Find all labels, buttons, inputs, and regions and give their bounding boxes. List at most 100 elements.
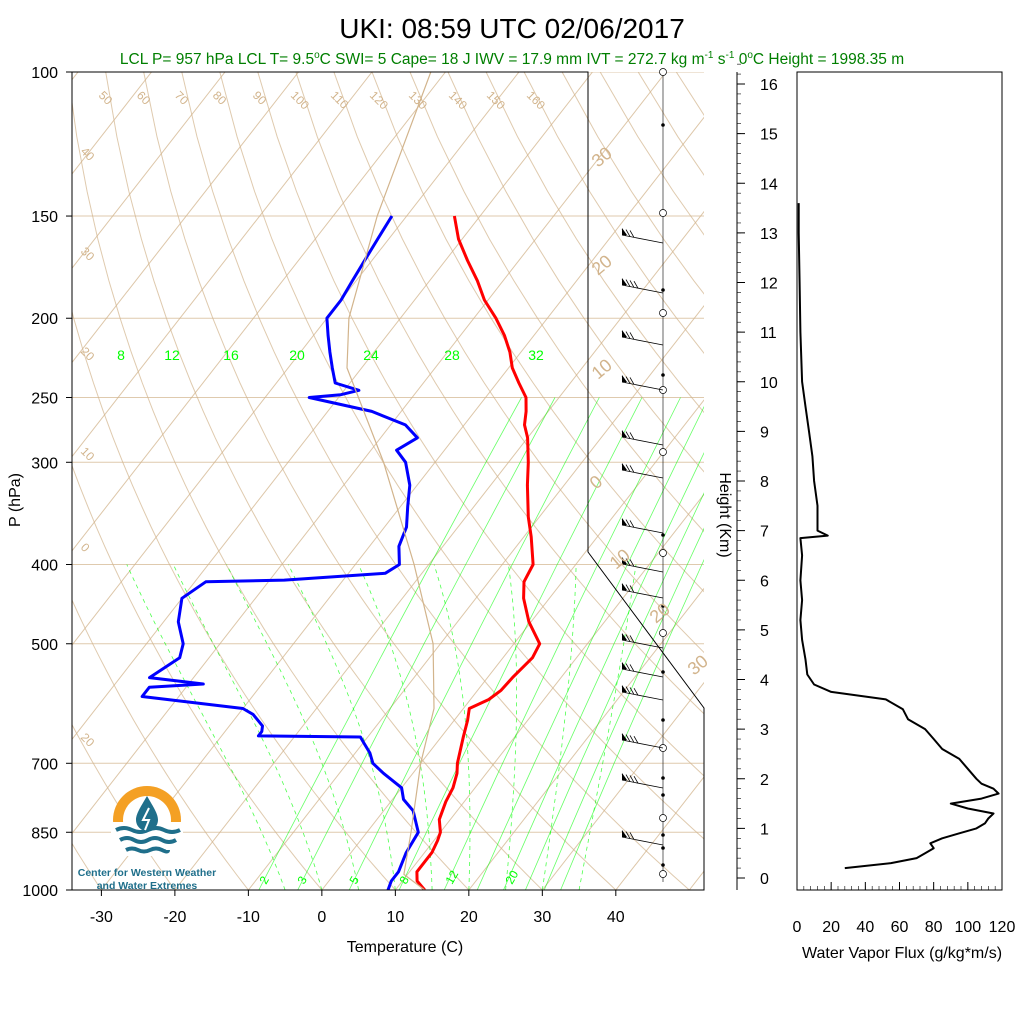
wind-barb-feather	[633, 776, 639, 784]
dry-adiabat-label: 130	[406, 88, 430, 112]
height-tick-label: 2	[760, 772, 769, 789]
y-tick-label: 850	[31, 825, 58, 842]
wind-barb-shaft	[621, 336, 664, 346]
isotherm-line	[247, 305, 704, 890]
wind-barb-feather	[629, 332, 635, 340]
wind-barb-feather	[621, 773, 627, 781]
wind-level-circle	[659, 209, 667, 217]
stats-line: LCL P= 957 hPa LCL T= 9.5oC SWI= 5 Cape=…	[120, 50, 904, 68]
wind-barb-feather	[621, 733, 627, 741]
moist-adiabat-line	[226, 564, 359, 890]
dry-adiabat-line	[72, 464, 323, 890]
wind-barb-feather	[633, 688, 639, 696]
isotherm-line	[763, 72, 1024, 890]
mixing-ratio-line	[503, 452, 704, 890]
wind-barb-flag	[622, 430, 627, 437]
x-tick-label: 40	[607, 909, 625, 926]
wind-barb-feather	[621, 662, 627, 670]
moist-adiabat-line	[578, 564, 637, 890]
y-tick-label: 100	[31, 65, 58, 82]
dry-adiabat-label: 90	[250, 88, 270, 108]
isotherm-line	[174, 210, 704, 890]
y-tick-label: 250	[31, 391, 58, 408]
wind-barb-feather	[629, 775, 635, 783]
wind-barb-feather	[621, 830, 627, 838]
skew-t-clip	[72, 72, 1024, 890]
isotherm-line	[72, 72, 373, 458]
isotherm-line	[72, 72, 446, 552]
wind-barb-flag	[622, 518, 627, 525]
wind-barb-feather	[629, 465, 635, 473]
cw3e-logo: Center for Western Weather and Water Ext…	[78, 786, 216, 892]
x-axis-label: Temperature (C)	[347, 939, 463, 956]
wind-barb-shaft	[621, 779, 664, 789]
wind-barb-feather	[621, 557, 627, 565]
y-tick-label: 1000	[22, 883, 58, 900]
wind-barb-flag	[622, 557, 627, 564]
wind-barb-feather	[625, 831, 631, 839]
x-tick-label: 10	[386, 909, 404, 926]
x-tick-label: -10	[237, 909, 260, 926]
wind-barb-feather	[625, 584, 631, 592]
isotherm-line	[72, 72, 667, 835]
wind-barb-feather	[629, 432, 635, 440]
wind-barb-feather	[629, 280, 635, 288]
x-tick-label: 20	[460, 909, 478, 926]
height-tick-label: 8	[760, 474, 769, 491]
mixing-ratio-line	[543, 527, 704, 890]
isotherm-line	[468, 587, 704, 890]
wind-barb-flag	[622, 830, 627, 837]
dry-adiabat-line	[485, 72, 704, 414]
flux-x-tick-label: 100	[954, 919, 981, 936]
wind-barb-shaft	[621, 589, 664, 599]
wind-level-circle	[659, 629, 667, 637]
dry-adiabat-left-label: 10	[78, 444, 98, 464]
wind-barb-flag	[622, 685, 627, 692]
wind-barb-shaft	[621, 563, 664, 573]
height-tick-label: 13	[760, 226, 778, 243]
wind-level-dot	[661, 718, 665, 722]
stat-zero-height: C Height = 1998.35 m	[753, 51, 904, 68]
wind-barb-feather	[629, 520, 635, 528]
mixing-ratio-top-label: 20	[289, 347, 305, 363]
mixing-ratio-bottom-label: 2	[256, 873, 272, 886]
dry-adiabat-line	[72, 309, 396, 890]
stat-cape: Cape= 18 J	[391, 51, 471, 68]
flux-x-tick-label: 20	[822, 919, 840, 936]
height-tick-label: 9	[760, 424, 769, 441]
wind-barb-shaft	[621, 284, 664, 294]
wind-level-dot	[661, 833, 665, 837]
mixing-ratio-top-label: 32	[528, 347, 544, 363]
dry-adiabat-label: 120	[367, 88, 391, 112]
dry-adiabat-label: 160	[524, 88, 548, 112]
wind-barb-shaft	[621, 668, 664, 678]
dry-adiabat-line	[72, 598, 249, 890]
wind-barb-shaft	[621, 469, 664, 479]
logo-line1: Center for Western Weather	[78, 867, 216, 879]
stat-lcl-t-unit: C	[320, 51, 331, 68]
y-tick-label: 150	[31, 209, 58, 226]
mixing-ratio-top-label: 12	[164, 347, 180, 363]
dry-adiabat-left-label: 20	[78, 730, 98, 750]
flux-x-tick-label: 0	[793, 919, 802, 936]
height-tick-label: 11	[760, 325, 777, 342]
mixing-ratio-line	[258, 397, 522, 890]
dry-adiabat-label: 40	[78, 144, 98, 164]
wind-barb-flag	[622, 375, 627, 382]
dry-adiabat-left-label: 30	[78, 244, 98, 264]
wind-level-dot	[661, 373, 665, 377]
dry-adiabat-line	[447, 72, 704, 473]
mixing-ratio-top-label: 28	[444, 347, 460, 363]
degree-sup-2: o	[747, 50, 753, 61]
y-tick-label: 500	[31, 637, 58, 654]
wind-barb-flag	[622, 278, 627, 285]
flux-x-axis-label: Water Vapor Flux (g/kg*m/s)	[802, 945, 1002, 962]
stat-ivt-exp2: -1	[725, 50, 734, 61]
wind-barb-feather	[629, 230, 635, 238]
degree-sup: o	[314, 50, 320, 61]
height-tick-label: 14	[760, 176, 778, 193]
wind-barb-flag	[622, 633, 627, 640]
wind-barb-flag	[622, 733, 627, 740]
mixing-ratio-top-label: 16	[223, 347, 239, 363]
